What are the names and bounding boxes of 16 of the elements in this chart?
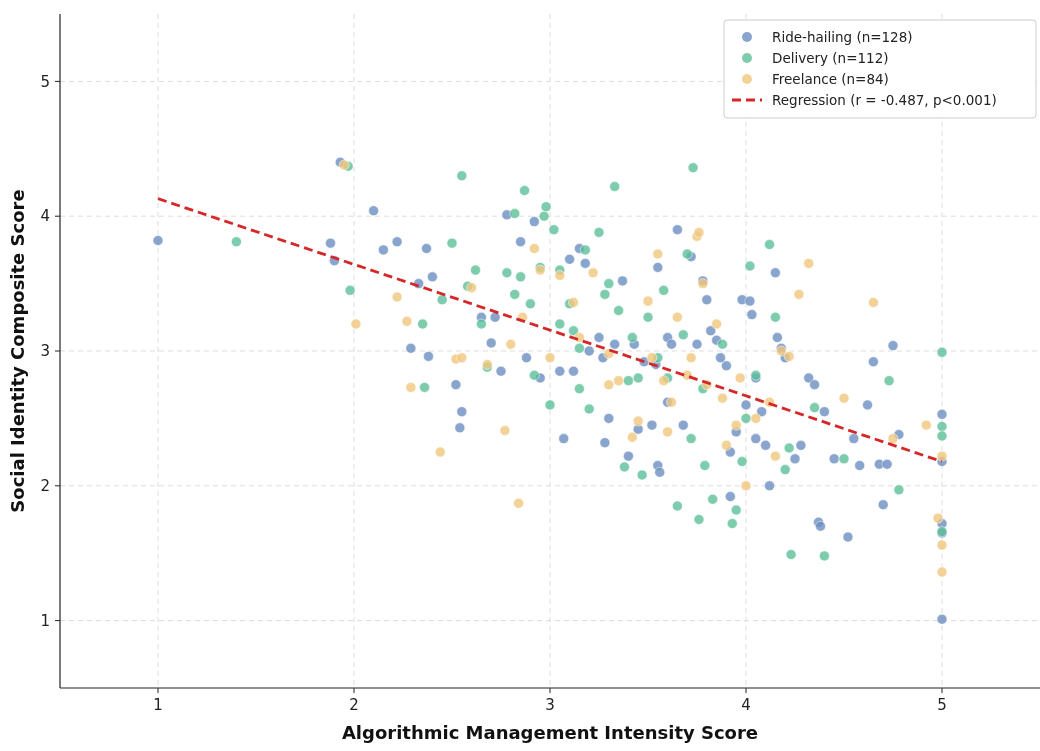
x-tick-label: 2 — [349, 696, 359, 714]
x-tick-label: 1 — [153, 696, 163, 714]
legend-label: Regression (r = -0.487, p<0.001) — [772, 91, 997, 108]
y-tick-label: 3 — [40, 342, 50, 361]
legend-label: Freelance (n=84) — [772, 70, 889, 87]
x-axis-title: Algorithmic Management Intensity Score — [341, 722, 759, 743]
legend-label: Ride-hailing (n=128) — [772, 28, 913, 45]
x-tick-label: 5 — [937, 696, 947, 714]
x-tick-label: 4 — [741, 696, 751, 714]
y-tick-label: 1 — [40, 611, 50, 630]
legend-label: Delivery (n=112) — [772, 49, 889, 66]
y-tick-label: 5 — [40, 72, 50, 91]
y-tick-label: 2 — [40, 477, 50, 496]
y-tick-label: 4 — [40, 207, 50, 226]
x-tick-label: 3 — [545, 696, 555, 714]
y-axis-title: Social Identity Composite Score — [7, 189, 28, 513]
